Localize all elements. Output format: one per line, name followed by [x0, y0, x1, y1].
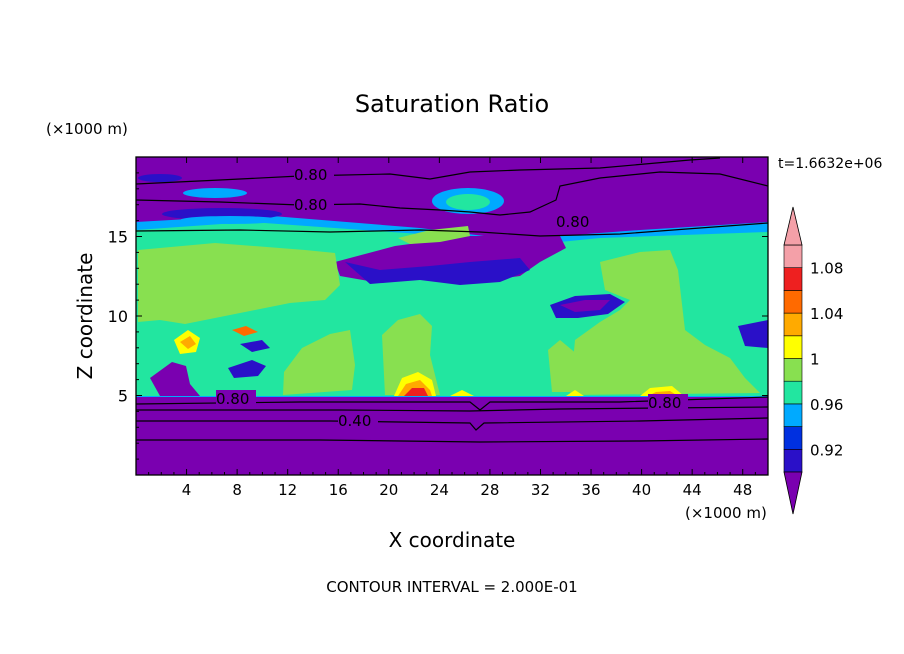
region-warm-small [566, 390, 584, 396]
region-patch-upper-4 [180, 216, 280, 224]
colorbar-label-2: 1 [810, 351, 820, 369]
colorbar-label-4: 1.08 [810, 260, 843, 278]
x-tick-label-1: 8 [232, 481, 242, 499]
colorbar-segment-3 [783, 380, 803, 405]
contour-label-1: 0.80 [294, 166, 327, 184]
colorbar-segment-8 [783, 267, 803, 291]
region-warm-left-2 [232, 326, 258, 336]
region-green-strip [548, 340, 578, 392]
x-tick-label-4: 20 [379, 481, 398, 499]
contour-line-tropopause [136, 222, 768, 237]
region-patch-upper-2 [183, 188, 247, 198]
colorbar-top-arrow [783, 206, 803, 246]
colorbar: 0.92 0.96 1 1.04 1.08 [783, 206, 843, 515]
time-label: t=1.6632e+06 [778, 156, 882, 172]
x-tick-label-7: 32 [531, 481, 550, 499]
region-green-plume-1 [283, 330, 355, 395]
region-dry-left-mid-2 [240, 340, 270, 352]
y-tick-label-1: 10 [108, 307, 128, 326]
region-green-right [570, 250, 760, 395]
region-dry-left-low [150, 362, 200, 396]
contour-line-upper-1 [136, 157, 721, 185]
x-tick-label-5: 24 [430, 481, 449, 499]
y-axis-label: Z coordinate [73, 253, 97, 380]
x-axis-label: X coordinate [389, 528, 516, 552]
y-axis: 5 10 15 [108, 172, 768, 460]
y-unit-label: (×1000 m) [46, 120, 128, 138]
colorbar-bottom-arrow [783, 471, 803, 515]
plot-area [136, 157, 768, 475]
contour-label-2: 0.80 [294, 196, 327, 214]
contour-line-base-1 [136, 396, 768, 411]
colorbar-segment-2 [783, 403, 803, 427]
region-dry-right-core [560, 300, 610, 312]
region-patch-upper-1-core [446, 194, 490, 210]
region-green-plume-2 [382, 314, 440, 395]
region-dry-left-mid [228, 360, 266, 378]
colorbar-segment-5 [783, 335, 803, 359]
colorbar-segment-4 [783, 358, 803, 382]
contour-label-4: 0.80 [216, 390, 249, 408]
y-tick-label-2: 15 [108, 228, 128, 247]
contour-interval-note: CONTOUR INTERVAL = 2.000E-01 [326, 578, 577, 596]
x-tick-label-10: 44 [683, 481, 702, 499]
x-tick-label-3: 16 [329, 481, 348, 499]
region-patch-upper-5 [138, 174, 182, 182]
x-tick-label-0: 4 [182, 481, 192, 499]
colorbar-label-0: 0.92 [810, 441, 843, 459]
colorbar-segment-7 [783, 290, 803, 314]
colorbar-segment-6 [783, 312, 803, 337]
colorbar-segment-1 [783, 426, 803, 450]
contour-lines [136, 157, 768, 443]
colorbar-label-3: 1.04 [810, 305, 843, 323]
x-axis: 4 8 12 16 20 24 28 32 36 40 44 48 [148, 157, 756, 499]
contour-label-3: 0.80 [556, 213, 589, 231]
region-warm-mid [450, 390, 474, 396]
region-red-plume [404, 388, 428, 396]
x-tick-label-6: 28 [480, 481, 499, 499]
contour-label-5: 0.80 [648, 394, 681, 412]
colorbar-label-1: 0.96 [810, 396, 843, 414]
colorbar-segment-9 [783, 244, 803, 269]
x-tick-label-11: 48 [733, 481, 752, 499]
contour-line-040 [136, 417, 768, 431]
contour-label-6: 0.40 [338, 412, 371, 430]
y-tick-label-0: 5 [118, 387, 128, 406]
chart-title: Saturation Ratio [355, 90, 549, 118]
x-unit-label: (×1000 m) [685, 504, 767, 522]
region-hot-left [180, 336, 196, 349]
region-green-left [138, 243, 340, 324]
contour-line-base-2 [136, 406, 768, 412]
colorbar-segment-0 [783, 448, 803, 473]
x-tick-label-8: 36 [581, 481, 600, 499]
x-tick-label-9: 40 [632, 481, 651, 499]
contour-line-low-1 [136, 438, 768, 443]
region-dry-far-right [738, 320, 768, 348]
x-tick-label-2: 12 [278, 481, 297, 499]
region-dry-tongue-edge [345, 258, 530, 285]
